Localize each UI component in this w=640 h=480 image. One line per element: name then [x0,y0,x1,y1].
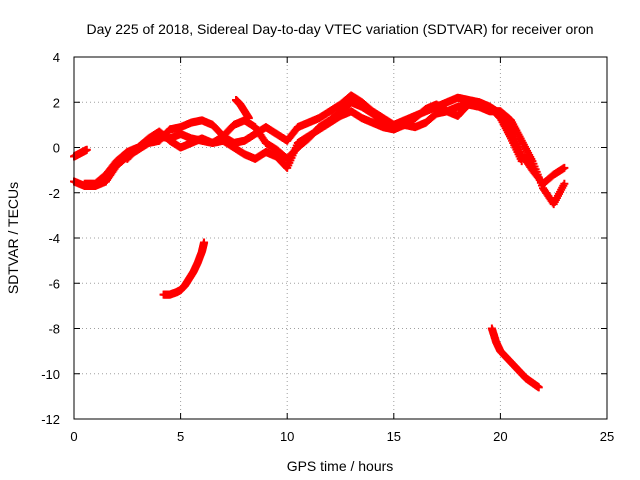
chart-title: Day 225 of 2018, Sidereal Day-to-day VTE… [86,21,593,37]
series-lower-arc-1 [159,238,209,299]
data-points [70,91,569,392]
y-tick-label: 0 [53,141,60,156]
x-tick-label: 25 [600,429,614,444]
x-tick-label: 5 [177,429,184,444]
y-axis-title: SDTVAR / TECUs [5,182,21,294]
data-point [560,163,569,172]
x-tick-label: 10 [280,429,294,444]
series-arc-c [123,98,526,166]
x-tick-label: 0 [70,429,77,444]
data-point [534,383,543,392]
x-tick-label: 15 [387,429,401,444]
y-tick-label: -8 [48,322,60,337]
y-tick-label: 4 [53,50,60,65]
x-axis-title: GPS time / hours [287,458,394,474]
axis-ticks: 0 5 10 15 20 25 -12 -10 -8 -6 -4 -2 0 2 4 [41,50,614,444]
y-tick-label: -2 [48,186,60,201]
data-point [244,114,253,123]
series-spike-8 [232,95,253,123]
series-lower-arc-2 [487,324,543,392]
y-tick-label: -10 [41,367,60,382]
y-tick-label: -12 [41,412,60,427]
series-spike-early [70,145,91,161]
data-point [82,145,91,154]
y-tick-label: 2 [53,95,60,110]
y-tick-label: -4 [48,231,60,246]
data-point [517,157,526,166]
y-tick-label: -6 [48,276,60,291]
x-tick-label: 20 [493,429,507,444]
data-point [560,179,569,188]
data-point [200,238,209,247]
